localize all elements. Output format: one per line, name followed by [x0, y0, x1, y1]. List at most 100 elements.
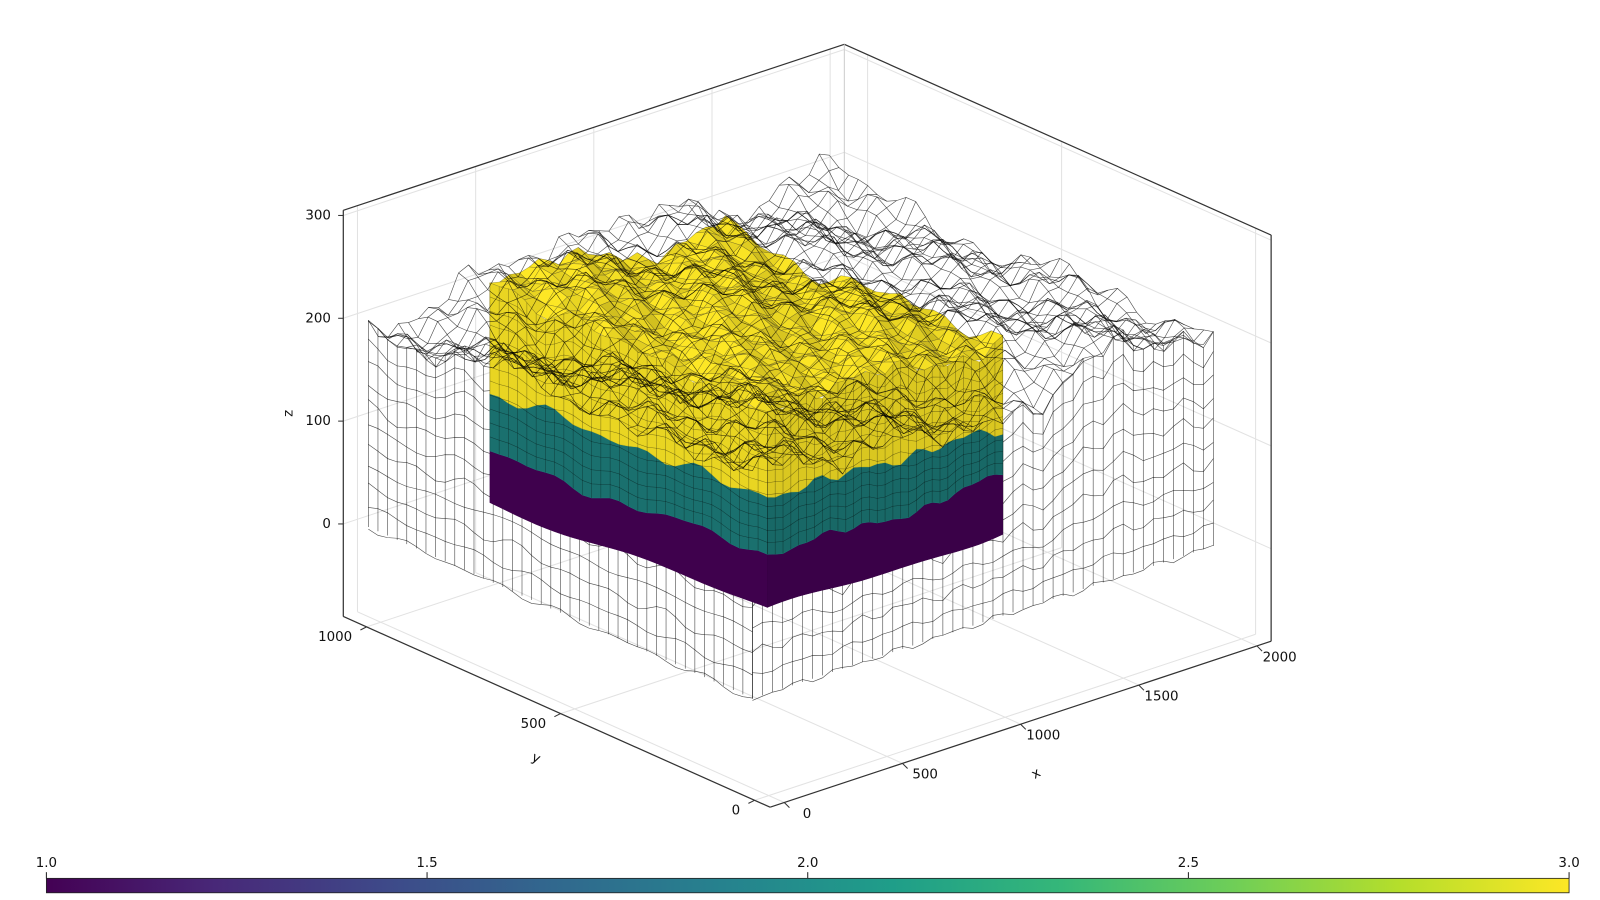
wireframe [658, 204, 1044, 416]
x-tick-label: 2000 [1263, 650, 1297, 665]
grid-line [343, 151, 845, 319]
wireframe [618, 216, 1004, 424]
block-mesh [489, 422, 768, 531]
x-tick [783, 802, 790, 809]
layer-top [560, 258, 582, 266]
wireframe [528, 254, 913, 434]
colorbar-tick-label: 2.0 [797, 856, 818, 871]
layer-top [872, 361, 896, 375]
wireframe [788, 176, 1174, 344]
wireframe [538, 249, 923, 435]
layer-top [651, 350, 674, 360]
y-tick-label: 0 [732, 804, 741, 819]
layer-top [776, 275, 799, 283]
wireframe [408, 322, 793, 457]
layer-top [831, 314, 854, 330]
block-mesh [767, 381, 1003, 460]
layer-top [726, 353, 750, 368]
layer-top [533, 287, 557, 305]
wireframe [728, 215, 1114, 339]
wireframe [428, 307, 813, 461]
grid-line [844, 151, 1272, 344]
z-tick-label: 300 [305, 208, 331, 223]
layer-top [565, 286, 588, 295]
grid-line [754, 633, 1256, 801]
y-axis-label: y [529, 750, 543, 767]
layer-top [683, 309, 706, 319]
layer-top [781, 363, 804, 378]
block-mesh [489, 436, 768, 543]
layer-top [578, 247, 600, 260]
y-tick [554, 713, 561, 718]
layer-top [980, 330, 1004, 345]
layer-top [678, 282, 701, 291]
wireframe [678, 198, 1064, 384]
wireframe [752, 522, 1214, 674]
layer-top [685, 372, 709, 384]
grid-line [560, 547, 1062, 715]
wireframe [368, 528, 753, 699]
colorbar-tick-label: 3.0 [1558, 856, 1579, 871]
layer-top [668, 282, 692, 295]
wireframe [648, 214, 1034, 414]
layer-top [619, 297, 642, 308]
layer-top [737, 352, 759, 359]
wireframe [738, 213, 1124, 338]
block-mesh [489, 310, 768, 436]
wireframe [368, 465, 753, 633]
wireframe [628, 214, 1014, 413]
wireframe [558, 236, 944, 448]
layer-top [815, 349, 838, 364]
y-tick-label: 500 [521, 717, 547, 732]
wireframe [688, 205, 1074, 375]
layer-top [696, 324, 720, 341]
x-axis-label: x [1029, 766, 1043, 783]
wireframe [448, 299, 833, 466]
z-tick-label: 0 [322, 517, 331, 532]
colorbar-tick-label: 1.0 [36, 856, 57, 871]
layer-top [830, 364, 853, 379]
wireframe [478, 271, 863, 454]
layer-top [718, 316, 741, 332]
wireframe [418, 316, 803, 455]
colorbar [45, 877, 1570, 894]
axis-frame [343, 43, 845, 211]
wireframe [829, 154, 1214, 333]
wireframe [468, 264, 853, 458]
axis-frame [343, 615, 771, 808]
layer-top [635, 278, 658, 289]
layer-top [761, 251, 784, 267]
grid-line [844, 49, 1272, 241]
block-mesh [489, 408, 768, 519]
layer-top [969, 330, 992, 343]
block-mesh [767, 416, 1003, 495]
block-mesh [489, 380, 768, 495]
wireframe [498, 263, 883, 450]
grid-line [475, 572, 903, 764]
layer-top [878, 293, 902, 301]
colorbar-tick-label: 2.5 [1178, 856, 1199, 871]
wireframe [718, 209, 1104, 357]
wireframe [608, 231, 994, 420]
x-tick [1020, 723, 1027, 730]
wireframe [799, 184, 1184, 352]
block-mesh [489, 338, 768, 460]
grid-line [343, 48, 845, 216]
layer-top [722, 289, 746, 304]
layer-top [653, 327, 677, 341]
x-tick-label: 0 [803, 807, 812, 822]
layer-top [819, 275, 842, 285]
wireframe [598, 230, 984, 432]
wireframe [638, 214, 1024, 405]
y-tick [360, 626, 367, 631]
layer-top [630, 301, 654, 317]
layer-top [715, 354, 738, 363]
layer-top [797, 355, 820, 368]
block-mesh [767, 451, 1003, 531]
z-tick-label: 200 [305, 311, 331, 326]
block-mesh [767, 427, 1003, 507]
wireframe [368, 507, 753, 676]
wireframe [578, 232, 964, 434]
layer-top [672, 354, 695, 367]
